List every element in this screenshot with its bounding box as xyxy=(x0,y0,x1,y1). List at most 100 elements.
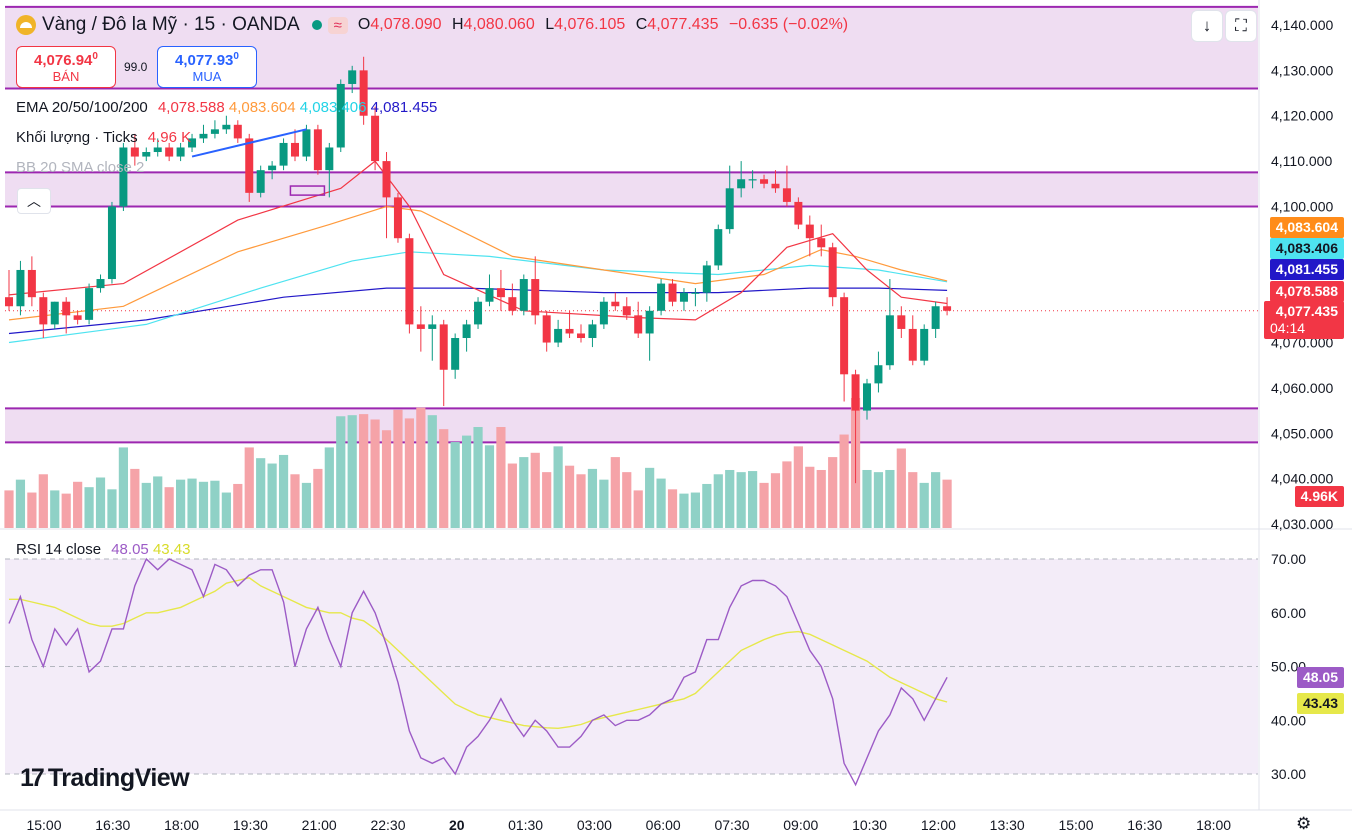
candle-body xyxy=(714,229,723,266)
price-axis-label: 4,040.000 xyxy=(1271,471,1333,487)
volume-bar xyxy=(118,447,128,528)
volume-bar xyxy=(176,479,186,528)
drawings xyxy=(191,128,326,196)
download-button[interactable]: ↓ xyxy=(1191,10,1223,42)
candle-body xyxy=(737,179,746,189)
bar-countdown: 04:14 xyxy=(1270,320,1306,336)
candle-body xyxy=(451,338,460,370)
candle-body xyxy=(73,315,82,320)
candle-body xyxy=(245,138,254,193)
volume-bar xyxy=(141,482,151,528)
volume-bar xyxy=(381,430,392,528)
rsi-line xyxy=(8,557,948,787)
volume-bar xyxy=(290,474,300,528)
candle-body xyxy=(153,147,162,153)
volume-bar xyxy=(816,469,826,528)
time-axis-label: 18:00 xyxy=(1196,817,1231,833)
time-axis-label: 03:00 xyxy=(577,817,612,833)
time-axis-label: 20 xyxy=(449,817,465,833)
symbol-header[interactable]: Vàng / Đô la Mỹ · 15 · OANDA ≈ O4,078.09… xyxy=(16,14,854,36)
wave-icon[interactable]: ≈ xyxy=(327,16,348,34)
candle-body xyxy=(291,142,299,157)
candle-body xyxy=(577,333,585,339)
time-axis-label: 09:00 xyxy=(783,817,818,833)
volume-bar xyxy=(553,446,563,528)
volume-bar xyxy=(50,490,60,528)
candle-body xyxy=(393,197,402,239)
volume-bar xyxy=(484,445,495,528)
candle-body xyxy=(416,324,425,329)
volume-bar xyxy=(267,463,277,528)
candle-body xyxy=(943,306,952,311)
candle-body xyxy=(565,328,574,334)
drawn-rectangle xyxy=(289,185,326,196)
candle-body xyxy=(622,306,631,316)
volume-bar xyxy=(931,472,941,528)
candle-body xyxy=(599,301,608,325)
candle-body xyxy=(691,292,700,294)
candle-body xyxy=(645,310,654,334)
rsi-pane xyxy=(8,557,948,787)
candle-body xyxy=(119,147,128,207)
candle-body xyxy=(679,292,688,302)
last-price-tag: 4,077.435 04:14 xyxy=(1264,301,1344,339)
settings-gear-icon[interactable]: ⚙ xyxy=(1296,814,1312,833)
candle-body xyxy=(96,279,105,289)
tradingview-logo[interactable]: 17 TradingView xyxy=(20,764,190,792)
time-axis-label: 22:30 xyxy=(370,817,405,833)
volume-bar xyxy=(38,474,48,528)
candle-body xyxy=(439,324,448,370)
volume-bar xyxy=(564,465,575,528)
time-axis-label: 06:00 xyxy=(646,817,681,833)
buy-button[interactable]: 4,077.930 MUA xyxy=(157,46,257,88)
volume-bar xyxy=(576,474,586,528)
candle-body xyxy=(27,269,36,298)
time-axis-label: 12:00 xyxy=(921,817,956,833)
candle-body xyxy=(668,283,677,302)
candle-body xyxy=(222,124,231,130)
time-axis-label: 13:30 xyxy=(990,817,1025,833)
volume-bar xyxy=(645,467,655,528)
symbol-title[interactable]: Vàng / Đô la Mỹ · 15 · OANDA xyxy=(42,14,300,35)
volume-bar xyxy=(187,478,197,528)
time-axis-label: 21:00 xyxy=(302,817,337,833)
candle-body xyxy=(496,288,505,298)
chevron-up-icon: ︿ xyxy=(27,193,41,209)
sell-button[interactable]: 4,076.940 BÁN xyxy=(16,46,116,88)
volume-bar xyxy=(839,434,849,528)
gold-coin-icon xyxy=(16,15,36,35)
volume-legend[interactable]: Khối lượng · Ticks 4.96 K xyxy=(16,129,192,146)
volume-bar xyxy=(393,409,403,528)
price-axis: 4,140.000 4,130.000 4,120.000 4,110.000 4,10… xyxy=(1271,17,1333,782)
candle-body xyxy=(920,328,929,361)
rsi-ma-line xyxy=(9,577,948,730)
volume-bar xyxy=(713,474,723,528)
ema-legend[interactable]: EMA 20/50/100/200 4,078.588 4,083.604 4,… xyxy=(16,99,438,116)
volume-bar xyxy=(198,481,209,528)
arrow-down-icon: ↓ xyxy=(1202,16,1212,35)
volume-bar xyxy=(725,469,735,528)
volume-bar xyxy=(473,427,483,528)
volume-bar xyxy=(873,472,884,528)
volume-bar xyxy=(896,448,906,528)
bb-legend[interactable]: BB 20 SMA close 2 xyxy=(16,159,145,176)
ema50-line xyxy=(8,205,948,321)
volume-bar xyxy=(439,429,449,528)
rsi-ma-tag: 43.43 xyxy=(1296,693,1344,714)
candles xyxy=(5,56,952,484)
rsi-legend[interactable]: RSI 14 close 48.05 43.43 xyxy=(16,541,191,558)
volume-bar xyxy=(599,479,609,528)
candle-body xyxy=(233,124,242,139)
volume-bar xyxy=(667,489,678,528)
price-axis-label: 4,100.000 xyxy=(1271,198,1333,214)
grid xyxy=(0,0,1352,811)
candle-body xyxy=(611,301,620,307)
volume-bar xyxy=(530,452,540,528)
volume-bar xyxy=(908,472,918,528)
collapse-legend-button[interactable]: ︿ xyxy=(17,188,51,214)
candle-body xyxy=(634,315,643,334)
fullscreen-button[interactable]: ⛶ xyxy=(1225,10,1257,42)
candle-body xyxy=(519,279,528,311)
candle-body xyxy=(405,238,414,325)
